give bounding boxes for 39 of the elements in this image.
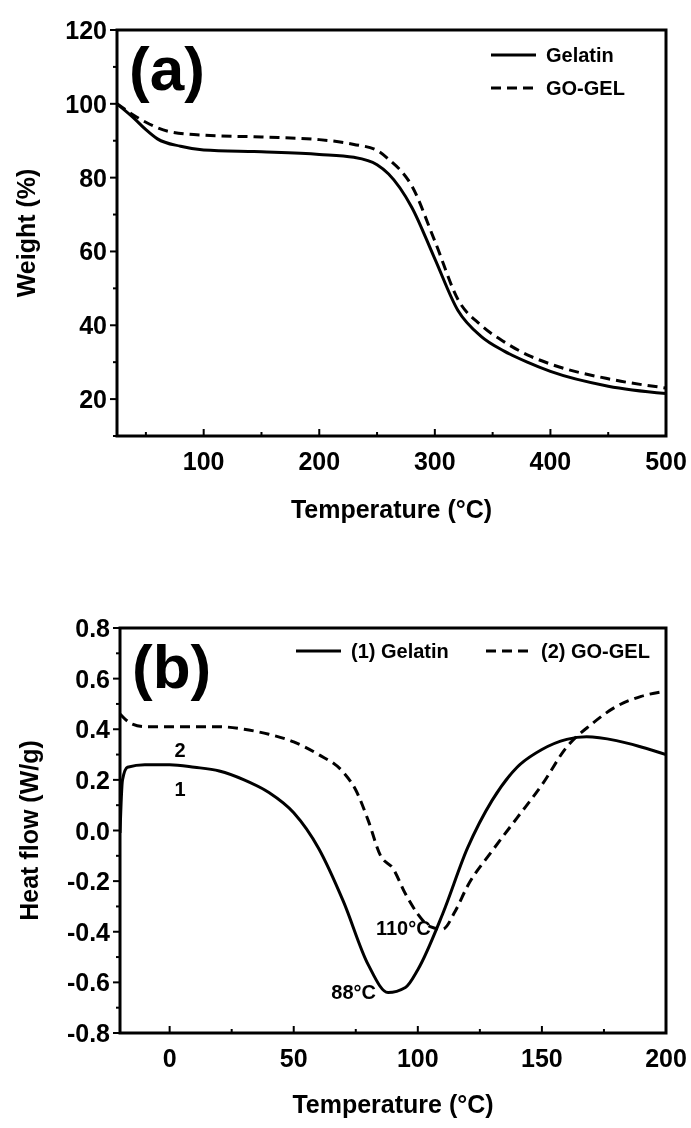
x-tick-label: 100 <box>182 447 225 475</box>
y-tick-label: -0.6 <box>66 968 110 997</box>
y-tick-label: 0.0 <box>75 816 110 845</box>
x-tick-label: 0 <box>162 1044 177 1072</box>
y-axis-title: Heat flow (W/g) <box>15 740 43 921</box>
y-tick-label: 0.6 <box>75 664 110 693</box>
x-tick-label: 150 <box>521 1044 563 1072</box>
y-tick-label: 0.4 <box>75 715 111 744</box>
annotation: 1 <box>174 777 186 800</box>
y-tick-label: 60 <box>79 237 107 266</box>
y-tick-label: 0.2 <box>75 765 110 794</box>
x-tick-label: 500 <box>645 447 687 475</box>
y-tick-label: -0.4 <box>66 917 111 946</box>
x-tick-label: 200 <box>645 1044 687 1072</box>
y-tick-label: 20 <box>79 385 107 414</box>
legend-label: (1) Gelatin <box>351 640 449 662</box>
y-tick-label: 100 <box>65 89 107 118</box>
y-tick-label: -0.2 <box>66 867 110 896</box>
annotation: (a) <box>129 34 205 103</box>
annotation: 110°C <box>375 917 431 940</box>
x-tick-label: 400 <box>529 447 572 475</box>
x-axis-title: Temperature (°C) <box>292 1090 494 1118</box>
y-tick-label: 0.8 <box>75 614 111 642</box>
y-tick-label: -0.8 <box>66 1019 111 1047</box>
x-tick-label: 100 <box>396 1044 439 1072</box>
x-tick-label: 50 <box>279 1044 308 1072</box>
x-tick-label: 200 <box>298 447 341 475</box>
annotation: (b) <box>132 632 212 701</box>
y-tick-label: 80 <box>79 163 107 192</box>
x-tick-label: 300 <box>413 447 456 475</box>
legend-label: GO-GEL <box>546 77 625 99</box>
legend-label: (2) GO-GEL <box>541 640 650 662</box>
legend-label: Gelatin <box>546 44 614 66</box>
y-tick-label: 120 <box>65 16 107 44</box>
x-axis-title: Temperature (°C) <box>290 495 493 523</box>
annotation: 2 <box>174 738 186 761</box>
y-tick-label: 40 <box>79 311 107 340</box>
y-axis-title: Weight (%) <box>12 168 40 298</box>
annotation: 88°C <box>331 980 377 1003</box>
